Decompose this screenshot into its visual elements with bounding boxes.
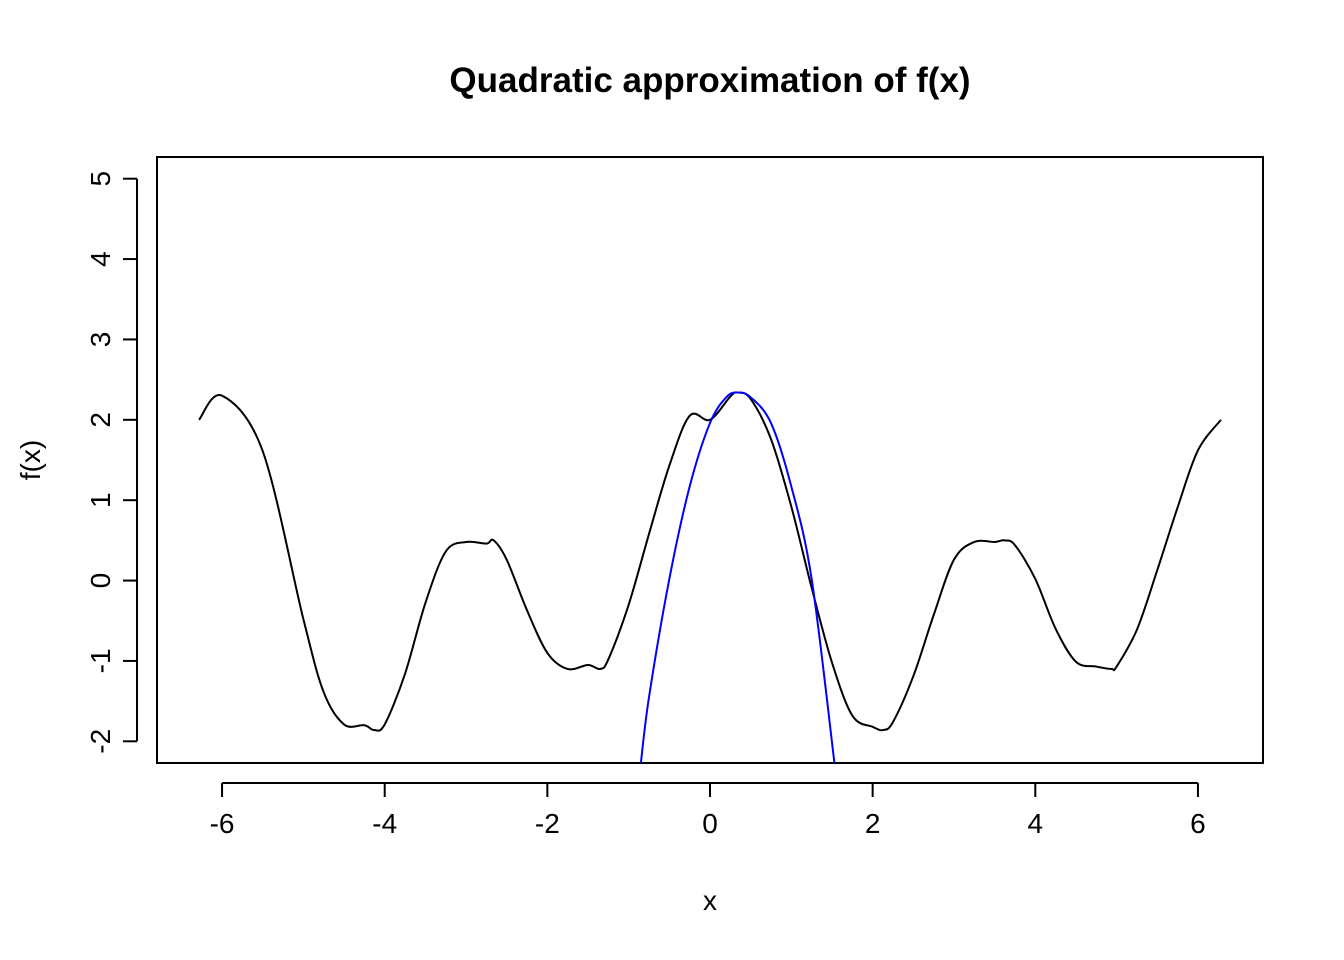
chart-title: Quadratic approximation of f(x) <box>449 61 970 100</box>
y-tick-label: -2 <box>85 729 116 754</box>
x-tick-label: -4 <box>372 808 397 839</box>
y-tick-label: 5 <box>85 171 116 187</box>
y-axis-label: f(x) <box>15 440 46 480</box>
y-tick-label: -1 <box>85 648 116 673</box>
y-tick-label: 2 <box>85 412 116 428</box>
plot-frame <box>156 156 1264 764</box>
y-tick-label: 0 <box>85 573 116 589</box>
series-layer <box>198 391 1222 763</box>
x-axis: -6 -4 -2 0 2 4 6 <box>210 782 1206 839</box>
x-tick-label: 2 <box>865 808 881 839</box>
x-tick-label: 6 <box>1190 808 1206 839</box>
y-tick-label: 1 <box>85 492 116 508</box>
series-quadratic-approximation-line <box>639 391 836 763</box>
y-tick-label: 3 <box>85 332 116 348</box>
x-tick-label: -2 <box>535 808 560 839</box>
x-tick-label: 4 <box>1028 808 1044 839</box>
y-tick-label: 4 <box>85 251 116 267</box>
x-axis-label: x <box>703 885 717 916</box>
series-f-of-x-line <box>198 391 1222 732</box>
x-tick-label: 0 <box>702 808 718 839</box>
y-axis: -2 -1 0 1 2 3 4 5 <box>85 171 138 754</box>
x-tick-label: -6 <box>210 808 235 839</box>
